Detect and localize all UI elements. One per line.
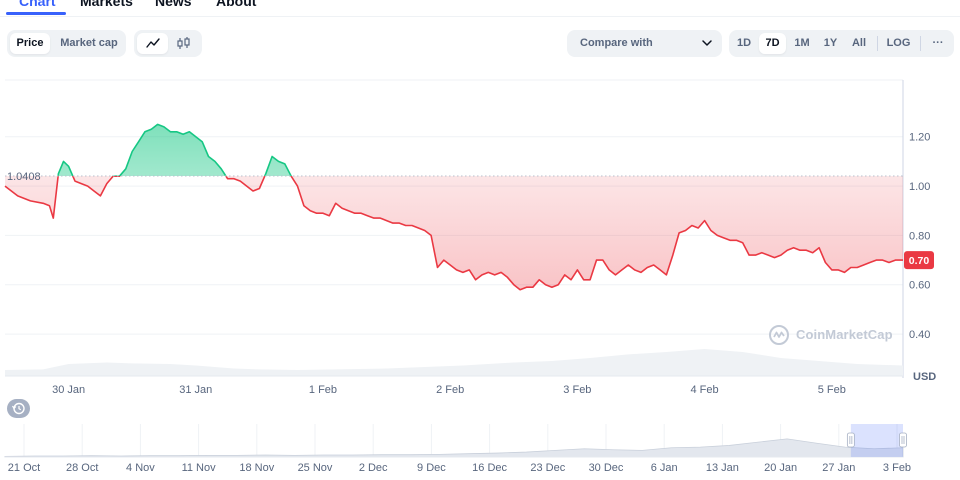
current-price-label: 0.70 xyxy=(909,255,930,267)
range-1d-button[interactable]: 1D xyxy=(736,37,752,49)
line-chart-button[interactable] xyxy=(137,33,168,54)
price-chart[interactable]: 1.0408 0.70 0.40 0.60 0.80 1.00 1.20 USD 30 Ja… xyxy=(0,72,960,480)
price-area-down xyxy=(5,176,903,290)
price-line xyxy=(4,123,903,291)
navigator-tick-label: 27 Jan xyxy=(822,462,855,474)
navigator-tick-label: 18 Nov xyxy=(239,462,274,474)
y-tick-label: 0.80 xyxy=(909,230,930,242)
price-area-up xyxy=(58,124,292,177)
log-scale-button[interactable]: LOG xyxy=(886,37,911,49)
compare-with-dropdown[interactable]: Compare with xyxy=(567,30,722,57)
currency-label: USD xyxy=(913,371,936,383)
range-7d-button[interactable]: 7D xyxy=(759,33,786,54)
candlestick-chart-button[interactable] xyxy=(169,33,199,54)
chart-style-toggle xyxy=(134,30,202,57)
history-button[interactable] xyxy=(7,399,30,418)
market-cap-toggle-button[interactable]: Market cap xyxy=(60,37,118,49)
navigator-tick-label: 6 Jan xyxy=(651,462,678,474)
navigator-tick-label: 9 Dec xyxy=(417,462,446,474)
y-axis: 0.40 0.60 0.80 1.00 1.20 USD xyxy=(909,132,936,383)
y-tick-label: 1.20 xyxy=(909,132,930,144)
tab-markets[interactable]: Markets xyxy=(80,0,133,9)
current-price-tag xyxy=(904,251,934,270)
navigator-tick-label: 11 Nov xyxy=(182,462,217,474)
tab-about[interactable]: About xyxy=(216,0,257,9)
price-line-down xyxy=(4,176,903,291)
navigator-handle[interactable] xyxy=(846,432,855,448)
chevron-down-icon xyxy=(702,40,712,46)
volume-area-shape xyxy=(5,349,903,376)
y-tick-label: 1.00 xyxy=(909,181,930,193)
coinmarketcap-watermark: CoinMarketCap xyxy=(768,324,893,351)
line-chart-icon xyxy=(146,38,160,48)
navigator-tick-label: 3 Feb xyxy=(883,462,911,474)
tab-news[interactable]: News xyxy=(155,0,192,9)
navigator-tick-label: 28 Oct xyxy=(66,462,98,474)
navigator-tick-label: 21 Oct xyxy=(8,462,40,474)
range-1m-button[interactable]: 1M xyxy=(794,37,810,49)
range-all-button[interactable]: All xyxy=(851,37,867,49)
navigator-tick-label: 23 Dec xyxy=(530,462,565,474)
watermark-text: CoinMarketCap xyxy=(796,327,893,342)
metric-toggle: Price Market cap xyxy=(7,30,126,57)
history-icon xyxy=(11,402,25,415)
volume-area xyxy=(5,349,903,377)
more-options-button[interactable]: ··· xyxy=(932,37,944,49)
range-divider xyxy=(877,36,878,51)
compare-with-label: Compare with xyxy=(580,37,653,49)
x-tick-label: 5 Feb xyxy=(818,384,846,396)
navigator-tick-label: 13 Jan xyxy=(706,462,739,474)
x-tick-label: 31 Jan xyxy=(179,384,212,396)
y-tick-label: 0.60 xyxy=(909,280,930,292)
price-fill xyxy=(5,124,903,290)
coinmarketcap-logo xyxy=(769,325,789,345)
x-tick-label: 3 Feb xyxy=(563,384,591,396)
reference-price-label: 1.0408 xyxy=(7,171,41,183)
y-tick-label: 0.40 xyxy=(909,329,930,341)
x-tick-label: 4 Feb xyxy=(691,384,719,396)
candlestick-icon xyxy=(177,37,190,49)
range-divider xyxy=(920,36,921,51)
price-line-up xyxy=(57,123,293,177)
navigator-tick-label: 30 Dec xyxy=(589,462,624,474)
navigator-series xyxy=(4,438,904,458)
time-range-toggle: 1D 7D 1M 1Y All LOG ··· xyxy=(729,30,954,57)
tab-chart[interactable]: Chart xyxy=(19,0,56,9)
navigator-tick-label: 2 Dec xyxy=(359,462,388,474)
reference-price: 1.0408 0.70 xyxy=(5,171,934,270)
active-tab-indicator xyxy=(6,12,66,15)
navigator-selection xyxy=(850,424,903,457)
navigator-tick-label: 4 Nov xyxy=(126,462,155,474)
x-axis: 30 Jan 31 Jan 1 Feb 2 Feb 3 Feb 4 Feb 5 Feb xyxy=(52,384,846,396)
x-tick-label: 30 Jan xyxy=(52,384,85,396)
x-tick-label: 2 Feb xyxy=(436,384,464,396)
navigator-handle[interactable] xyxy=(899,432,907,448)
range-1y-button[interactable]: 1Y xyxy=(823,37,838,49)
navigator-tick-label: 20 Jan xyxy=(764,462,797,474)
x-tick-label: 1 Feb xyxy=(309,384,337,396)
navigator-tick-label: 16 Dec xyxy=(472,462,507,474)
range-navigator[interactable]: 21 Oct 28 Oct 4 Nov 11 Nov 18 Nov 25 Nov 2 Dec… xyxy=(4,424,911,474)
price-toggle-button[interactable]: Price xyxy=(10,33,50,54)
top-tabs: Chart Markets News About xyxy=(0,0,960,17)
navigator-tick-label: 25 Nov xyxy=(298,462,333,474)
